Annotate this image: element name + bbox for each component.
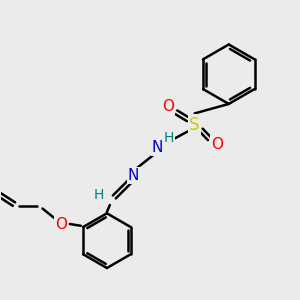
Text: N: N — [152, 140, 163, 154]
Text: H: H — [94, 188, 104, 202]
Text: O: O — [211, 136, 223, 152]
Text: N: N — [128, 168, 139, 183]
Text: H: H — [164, 131, 174, 145]
Text: S: S — [189, 116, 200, 134]
Text: O: O — [55, 217, 67, 232]
Text: O: O — [162, 99, 174, 114]
